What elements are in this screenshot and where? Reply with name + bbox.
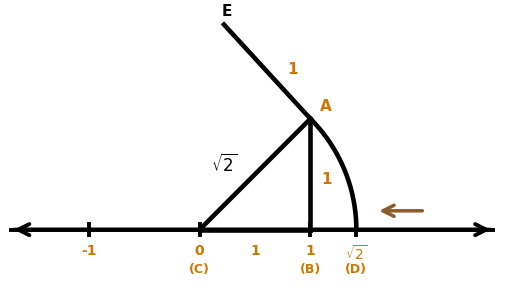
Text: $\sqrt{2}$: $\sqrt{2}$ xyxy=(210,154,237,176)
Text: E: E xyxy=(221,4,232,19)
Text: $\sqrt{2}$: $\sqrt{2}$ xyxy=(345,244,366,263)
Text: (B): (B) xyxy=(299,263,321,276)
Text: (C): (C) xyxy=(189,263,210,276)
Text: (D): (D) xyxy=(345,263,366,276)
Text: 1: 1 xyxy=(305,244,315,258)
Text: 1: 1 xyxy=(287,62,297,77)
Text: 0: 0 xyxy=(194,244,204,258)
Text: A: A xyxy=(320,99,331,114)
Text: 1: 1 xyxy=(321,172,331,187)
Text: -1: -1 xyxy=(81,244,96,258)
Text: 1: 1 xyxy=(249,244,260,258)
